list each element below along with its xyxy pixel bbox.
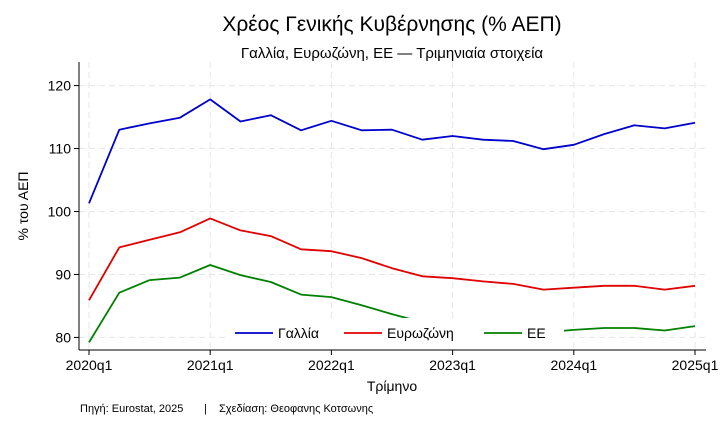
- chart-title: Χρέος Γενικής Κυβέρνησης (% ΑΕΠ): [222, 13, 561, 36]
- series-line-2: [88, 217, 696, 301]
- y-tick-label: 80: [55, 329, 71, 345]
- x-tick-label: 2023q1: [429, 357, 476, 373]
- y-tick-label: 90: [55, 266, 71, 282]
- legend-label: Ευρωζώνη: [387, 325, 454, 341]
- y-tick-label: 100: [48, 204, 72, 220]
- x-tick-label: 2020q1: [66, 357, 113, 373]
- caption-separator: |: [204, 403, 207, 415]
- x-tick-label: 2024q1: [550, 357, 597, 373]
- y-tick-label: 120: [48, 78, 72, 94]
- caption-source: Πηγή: Eurostat, 2025: [80, 403, 183, 415]
- x-tick-label: 2021q1: [187, 357, 234, 373]
- grid: [79, 62, 706, 350]
- x-tick-label: 2025q1: [672, 357, 719, 373]
- x-axis-label: Τρίμηνο: [367, 378, 417, 394]
- legend-label: ΕΕ: [527, 325, 546, 341]
- y-axis-label: % του ΑΕΠ: [15, 171, 31, 240]
- y-tick-label: 110: [49, 141, 72, 157]
- legend: Γαλλία Ευρωζώνη ΕΕ: [235, 325, 546, 341]
- x-tick-label: 2022q1: [308, 357, 355, 373]
- legend-label: Γαλλία: [278, 325, 319, 341]
- axes: 80 90 100 110 120 2020q1 2021q1 2022q1 2023q1 202…: [48, 62, 719, 373]
- series-line-3: [88, 264, 696, 343]
- chart-subtitle: Γαλλία, Ευρωζώνη, ΕΕ — Τριμηνιαία στοιχε…: [241, 45, 544, 62]
- caption-design: Σχεδίαση: Θεοφανης Κοτσωνης: [219, 403, 373, 415]
- series-lines: [88, 98, 696, 343]
- series-line-1: [88, 98, 696, 204]
